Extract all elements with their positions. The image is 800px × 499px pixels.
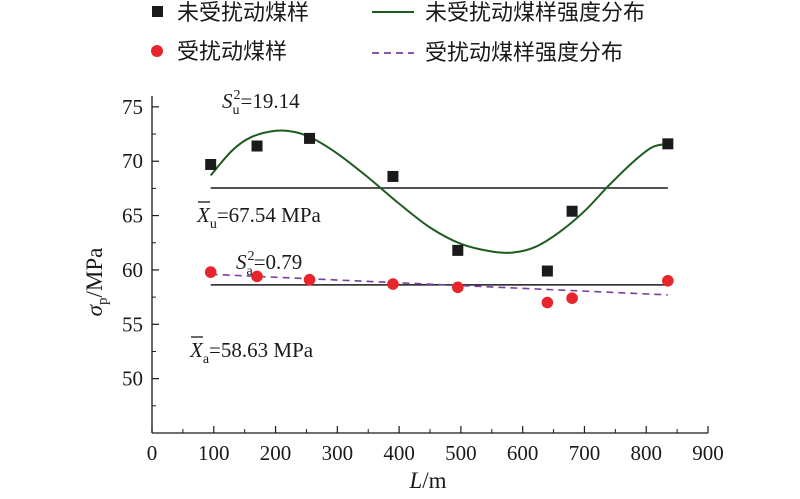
legend-label-disturbed-samples: 受扰动煤样 bbox=[177, 40, 287, 65]
x-tick-label: 0 bbox=[147, 441, 158, 465]
plot-area bbox=[204, 129, 674, 309]
data-point-circle bbox=[303, 273, 316, 286]
legend-label-undisturbed-samples: 未受扰动煤样 bbox=[177, 1, 309, 26]
data-point-circle bbox=[387, 278, 399, 290]
x-tick-label: 500 bbox=[445, 441, 477, 465]
y-tick-label: 55 bbox=[122, 312, 143, 336]
x-tick-label: 100 bbox=[198, 441, 230, 465]
data-point-square bbox=[662, 138, 674, 150]
axes: 0 100 200 300 400 500 600 700 800 900 50 55 60 65 70 75 bbox=[122, 95, 724, 465]
x-tick-label: 200 bbox=[260, 441, 292, 465]
annotation-mean-disturbed: Xa=58.63 MPa bbox=[189, 338, 314, 367]
data-point-square bbox=[541, 265, 553, 277]
data-point-square bbox=[387, 170, 399, 182]
data-point-square bbox=[566, 205, 578, 217]
y-axis-title: σp/MPa bbox=[82, 248, 111, 317]
y-tick-label: 50 bbox=[122, 367, 143, 391]
x-tick-label: 400 bbox=[383, 441, 415, 465]
data-point-square bbox=[452, 244, 464, 256]
data-point-square bbox=[251, 140, 263, 152]
data-point-circle bbox=[662, 275, 674, 287]
y-tick-label: 65 bbox=[122, 204, 143, 228]
legend-marker-square bbox=[152, 6, 163, 17]
series-curve-3 bbox=[210, 273, 668, 296]
y-tick-label: 70 bbox=[122, 149, 143, 173]
data-point-circle bbox=[541, 296, 554, 309]
x-tick-label: 700 bbox=[569, 441, 601, 465]
x-axis-title: L/m bbox=[408, 468, 446, 493]
x-tick-label: 600 bbox=[507, 441, 539, 465]
data-point-square bbox=[205, 158, 217, 170]
data-point-circle bbox=[251, 270, 263, 283]
annotation-variance-disturbed: S2 a=0.79 bbox=[236, 249, 302, 279]
annotation-variance-undisturbed: S2 u=19.14 bbox=[222, 88, 300, 118]
annotations: S2 u=19.14 Xu=67.54 MPa S2 a=0.79 Xa=58.63… bbox=[189, 88, 322, 367]
annotation-mean-undisturbed: Xu=67.54 MPa bbox=[196, 203, 322, 232]
legend-label-undisturbed-fit: 未受扰动煤样强度分布 bbox=[425, 1, 645, 26]
legend-label-disturbed-fit: 受扰动煤样强度分布 bbox=[425, 41, 623, 66]
x-tick-label: 300 bbox=[322, 441, 354, 465]
x-tick-label: 800 bbox=[630, 441, 662, 465]
series-curve-1 bbox=[209, 129, 669, 254]
data-point-square bbox=[304, 132, 316, 144]
data-point-circle bbox=[566, 292, 578, 305]
legend-marker-circle bbox=[151, 45, 163, 57]
y-tick-label: 75 bbox=[122, 95, 143, 119]
x-tick-label: 900 bbox=[692, 441, 724, 465]
legend: 未受扰动煤样 未受扰动煤样强度分布 受扰动煤样 受扰动煤样强度分布 bbox=[151, 1, 645, 66]
data-point-circle bbox=[204, 266, 217, 278]
y-tick-label: 60 bbox=[122, 258, 143, 282]
data-point-circle bbox=[452, 281, 464, 294]
